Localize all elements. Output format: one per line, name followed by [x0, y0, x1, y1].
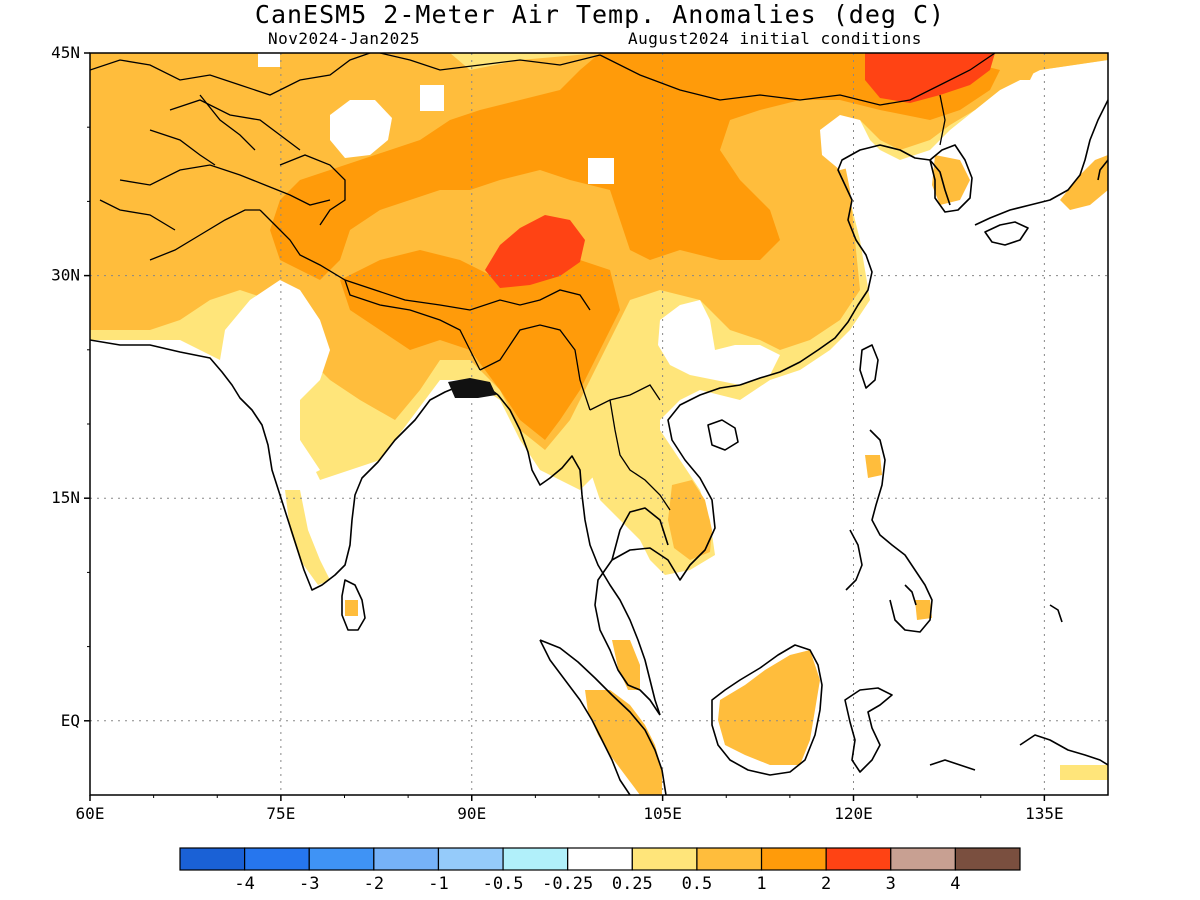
anomaly-region-3-northeast: [865, 53, 995, 103]
anomaly-region-japan-n: [1000, 60, 1040, 80]
anomaly-region-sumatra: [585, 690, 662, 795]
colorbar-swatch: [244, 847, 310, 871]
longitude-ticks: 60E 75E 90E 105E 120E 135E: [76, 795, 1064, 823]
anomaly-region-mindanao: [915, 600, 932, 620]
lon-tick-label: 60E: [76, 804, 105, 823]
colorbar-swatch: [760, 847, 827, 871]
initial-conditions: August2024 initial conditions: [628, 29, 922, 48]
lon-tick-label: 90E: [457, 804, 486, 823]
colorbar-label: 0.5: [682, 874, 713, 894]
coastlines: [90, 99, 1108, 795]
map-plot-area: [90, 53, 1108, 795]
anomaly-region-2: [270, 53, 1000, 280]
colorbar-label: 1: [756, 874, 766, 894]
colorbar-swatch: [437, 847, 504, 871]
lon-tick-label: 135E: [1025, 804, 1064, 823]
colorbar: -4 -3 -2 -1 -0.5 -0.25 0.25 0.5 1 2 3 4: [179, 847, 1021, 894]
colorbar-swatch: [954, 847, 1021, 871]
gridlines: [90, 53, 1108, 795]
neutral-patch-india: [220, 280, 330, 480]
anomaly-region-malay: [612, 640, 640, 690]
colorbar-swatch: [890, 847, 956, 871]
colorbar-label: -2: [364, 874, 384, 894]
lat-tick-label: 30N: [51, 266, 80, 285]
country-borders: [90, 53, 996, 511]
anomaly-region-korea: [932, 155, 970, 205]
colorbar-label: -0.5: [483, 874, 524, 894]
neutral-patch-south-china: [658, 300, 780, 385]
neutral-patch-2: [588, 158, 614, 184]
lon-tick-label: 120E: [834, 804, 873, 823]
neutral-patch-tarim: [330, 100, 392, 158]
anomaly-region-philippines: [865, 455, 882, 478]
colorbar-label: 4: [950, 874, 960, 894]
anomaly-region-japan: [1060, 155, 1108, 210]
anomaly-region-sri-lanka: [345, 600, 358, 616]
neutral-patch-1: [420, 85, 444, 111]
neutral-patch-korea-coast: [820, 115, 870, 170]
anomaly-region-3-tibet: [485, 215, 585, 288]
lat-tick-label: 45N: [51, 43, 80, 62]
anomaly-region-2-south: [340, 250, 620, 440]
lon-tick-label: 105E: [643, 804, 682, 823]
colorbar-label: 2: [821, 874, 831, 894]
anomaly-region-vietnam: [668, 480, 712, 560]
colorbar-swatch: [179, 847, 246, 871]
anomaly-region-sw-india: [285, 490, 330, 585]
neutral-patch-3: [258, 53, 280, 67]
latitude-ticks: 45N 30N 15N EQ: [51, 43, 90, 730]
anomaly-region-borneo: [718, 650, 820, 765]
ganges-delta: [448, 378, 496, 398]
colorbar-label: -0.25: [542, 874, 593, 894]
colorbar-swatch: [567, 847, 633, 871]
colorbar-swatch: [631, 847, 698, 871]
colorbar-label: -4: [234, 874, 254, 894]
colorbar-swatch: [696, 847, 763, 871]
colorbar-swatch: [502, 847, 569, 871]
forecast-period: Nov2024-Jan2025: [268, 29, 420, 48]
colorbar-label: -1: [428, 874, 448, 894]
lon-tick-label: 75E: [266, 804, 295, 823]
lat-tick-label: EQ: [61, 711, 80, 730]
colorbar-label: 0.25: [612, 874, 653, 894]
map-title: CanESM5 2-Meter Air Temp. Anomalies (deg…: [254, 0, 946, 29]
colorbar-swatch: [825, 847, 892, 871]
colorbar-label: -3: [299, 874, 319, 894]
lat-tick-label: 15N: [51, 488, 80, 507]
colorbar-swatch: [373, 847, 440, 871]
colorbar-swatch: [308, 847, 375, 871]
colorbar-label: 3: [886, 874, 896, 894]
anomaly-region-papua: [1060, 765, 1108, 780]
